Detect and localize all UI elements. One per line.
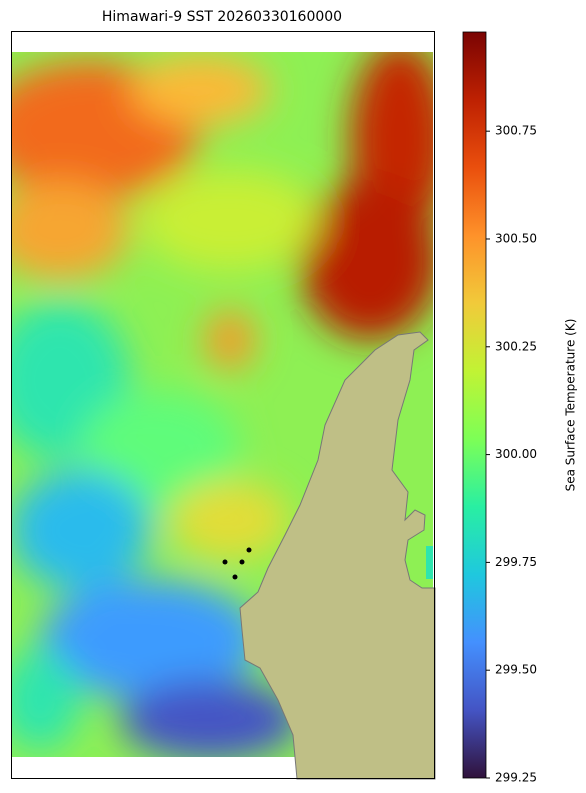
colorbar-tick-label: 299.50 [495, 663, 537, 677]
colorbar-label: Sea Surface Temperature (K) [564, 319, 578, 492]
sst-field [12, 52, 433, 757]
sst-patch [426, 546, 433, 579]
colorbar-tick-label: 300.25 [495, 339, 537, 353]
colorbar-tick-label: 299.25 [495, 771, 537, 785]
axes-frame [11, 31, 435, 779]
colorbar-tick-label: 300.00 [495, 447, 537, 461]
colorbar-tick-label: 299.75 [495, 555, 537, 569]
colorbar-tick-label: 300.50 [495, 231, 537, 245]
chart-title: Himawari-9 SST 20260330160000 [102, 9, 342, 25]
colorbar-tick-label: 300.75 [495, 124, 537, 138]
station-points [222, 547, 252, 580]
land [239, 331, 436, 780]
colorbar [462, 31, 487, 779]
